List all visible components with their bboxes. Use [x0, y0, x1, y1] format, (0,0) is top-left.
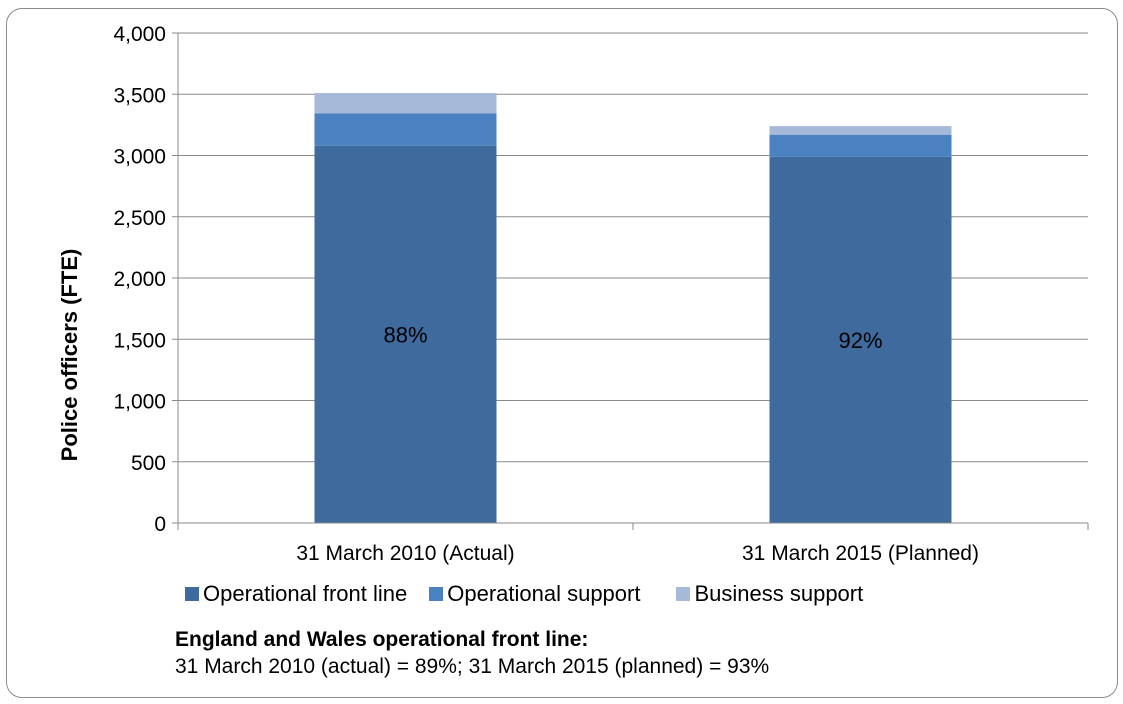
- y-tick-label: 3,000: [113, 146, 166, 169]
- y-tick-label: 1,500: [113, 329, 166, 352]
- legend-swatch-operational-front-line: [185, 587, 199, 601]
- bar-segment-business-support: [314, 93, 497, 114]
- y-tick-label: 2,000: [113, 268, 166, 291]
- axes: [172, 32, 1089, 530]
- bar-segment-operational-front-line: [769, 156, 952, 523]
- y-tick-label: 3,500: [113, 84, 166, 107]
- bars: [314, 93, 952, 523]
- legend-swatch-operational-support: [429, 587, 444, 601]
- y-axis-label: Police officers (FTE): [57, 249, 82, 462]
- bar-data-label: 92%: [838, 328, 882, 353]
- x-tick-label: 31 March 2015 (Planned): [742, 542, 979, 565]
- chart-legend: Operational front line Operational suppo…: [185, 578, 885, 610]
- legend-item-operational-front-line: Operational front line: [185, 581, 407, 607]
- legend-swatch-business-support: [676, 587, 691, 601]
- bar-segment-operational-support: [314, 113, 497, 146]
- bar-data-label: 88%: [383, 322, 427, 347]
- y-tick-label: 2,500: [113, 207, 166, 230]
- legend-label-business-support: Business support: [694, 581, 864, 606]
- tick-labels: 0 500 1,000 1,500 2,000 2,500 3,000 3,500 4,000 8…: [113, 23, 979, 565]
- footnote-text: 31 March 2010 (actual) = 89%; 31 March 2…: [175, 655, 770, 678]
- legend-label-operational-front-line: Operational front line: [203, 581, 408, 606]
- bar-segment-business-support: [769, 126, 952, 135]
- footnote-title: England and Wales operational front line…: [175, 628, 589, 651]
- y-tick-label: 1,000: [113, 391, 166, 414]
- bar-segment-operational-front-line: [314, 145, 497, 523]
- x-tick-label: 31 March 2010 (Actual): [296, 542, 514, 565]
- legend-item-operational-support: Operational support: [429, 581, 640, 607]
- legend-item-business-support: Business support: [676, 581, 863, 607]
- legend-label-operational-support: Operational support: [447, 581, 641, 606]
- y-tick-label: 4,000: [113, 23, 166, 46]
- y-tick-label: 500: [131, 452, 166, 475]
- footnote: England and Wales operational front line…: [175, 626, 769, 680]
- bar-segment-operational-support: [769, 134, 952, 157]
- y-tick-label: 0: [154, 513, 166, 536]
